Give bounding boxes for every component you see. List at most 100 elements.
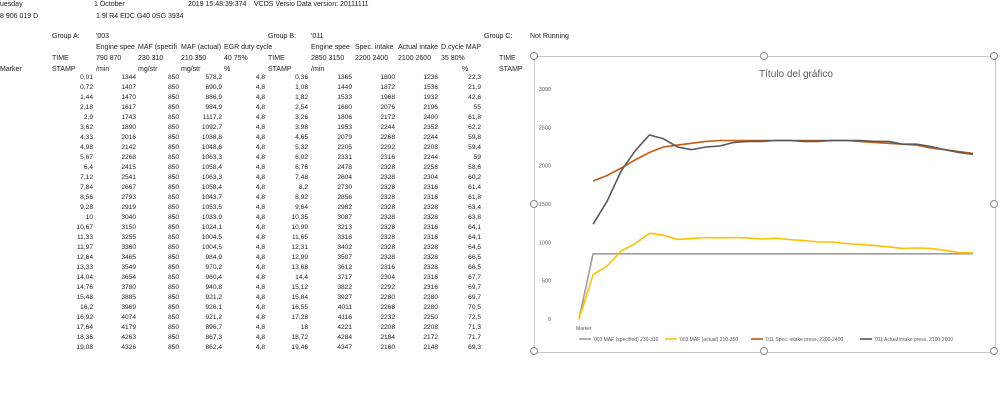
table-cell[interactable]: 7,84 — [80, 184, 93, 191]
table-cell[interactable]: 4263 — [121, 334, 136, 341]
table-cell[interactable]: 15,12 — [291, 284, 308, 291]
table-cell[interactable]: 4074 — [121, 314, 136, 321]
table-cell[interactable]: 2316 — [423, 224, 438, 231]
table-cell[interactable]: 4,8 — [255, 134, 265, 141]
table-cell[interactable]: 2196 — [423, 104, 438, 111]
table-cell[interactable]: 1536 — [423, 84, 438, 91]
table-cell[interactable]: 3885 — [121, 294, 136, 301]
table-cell[interactable]: 940,8 — [205, 284, 222, 291]
table-cell[interactable]: 55 — [473, 104, 481, 111]
table-cell[interactable]: 1968 — [380, 94, 395, 101]
table-cell[interactable]: 2232 — [380, 314, 395, 321]
table-cell[interactable]: 850 — [167, 74, 179, 81]
table-cell[interactable]: 2604 — [337, 174, 352, 181]
table-cell[interactable]: 2328 — [380, 214, 395, 221]
table-cell[interactable]: 8,2 — [298, 184, 308, 191]
table-cell[interactable]: 61,4 — [468, 184, 481, 191]
table-cell[interactable]: 9,28 — [80, 204, 93, 211]
table-cell[interactable]: 2292 — [380, 144, 395, 151]
table-cell[interactable]: 16,2 — [80, 304, 93, 311]
table-cell[interactable]: 1063,3 — [201, 154, 222, 161]
table-cell[interactable]: 2304 — [380, 274, 395, 281]
table-cell[interactable]: 11,97 — [76, 244, 93, 251]
table-cell[interactable]: 2328 — [423, 264, 438, 271]
table-cell[interactable]: 2331 — [337, 154, 352, 161]
table-cell[interactable]: 3150 — [121, 224, 136, 231]
table-cell[interactable]: 867,3 — [205, 334, 222, 341]
table-cell[interactable]: 2328 — [423, 214, 438, 221]
table-cell[interactable]: 2316 — [380, 154, 395, 161]
table-cell[interactable]: 4,8 — [255, 204, 265, 211]
table-cell[interactable]: 3507 — [337, 254, 352, 261]
table-cell[interactable]: 984,9 — [205, 104, 222, 111]
table-cell[interactable]: 3654 — [121, 274, 136, 281]
table-cell[interactable]: 19,46 — [291, 344, 308, 351]
table-cell[interactable]: 14,04 — [76, 274, 93, 281]
table-cell[interactable]: 2256 — [423, 164, 438, 171]
table-cell[interactable]: 2304 — [423, 174, 438, 181]
table-cell[interactable]: 61,8 — [468, 194, 481, 201]
table-cell[interactable]: 4,8 — [255, 164, 265, 171]
table-cell[interactable]: 2292 — [380, 284, 395, 291]
table-cell[interactable]: 850 — [167, 154, 179, 161]
table-cell[interactable]: 7,48 — [295, 174, 308, 181]
table-cell[interactable]: 14,4 — [295, 274, 308, 281]
table-cell[interactable]: 2076 — [380, 104, 395, 111]
table-cell[interactable]: 4,8 — [255, 274, 265, 281]
table-cell[interactable]: 4221 — [337, 324, 352, 331]
table-cell[interactable]: 4,8 — [255, 284, 265, 291]
table-cell[interactable]: 4,8 — [255, 144, 265, 151]
table-cell[interactable]: 2244 — [423, 134, 438, 141]
table-cell[interactable]: 61,8 — [468, 114, 481, 121]
table-cell[interactable]: 4,8 — [255, 344, 265, 351]
table-cell[interactable]: 3255 — [121, 234, 136, 241]
table-cell[interactable]: 1365 — [337, 74, 352, 81]
table-cell[interactable]: 850 — [167, 214, 179, 221]
table-cell[interactable]: 2160 — [380, 344, 395, 351]
table-cell[interactable]: 14,76 — [76, 284, 93, 291]
table-cell[interactable]: 4,8 — [255, 234, 265, 241]
table-cell[interactable]: 4284 — [337, 334, 352, 341]
table-cell[interactable]: 1344 — [121, 74, 136, 81]
table-cell[interactable]: 2280 — [423, 304, 438, 311]
table-cell[interactable]: 21,9 — [468, 84, 481, 91]
table-cell[interactable]: 4,98 — [80, 144, 93, 151]
table-cell[interactable]: 2172 — [423, 334, 438, 341]
table-cell[interactable]: 1800 — [380, 74, 395, 81]
chart-resize-handle-bc[interactable] — [760, 347, 768, 355]
table-cell[interactable]: 850 — [167, 184, 179, 191]
table-cell[interactable]: 850 — [167, 294, 179, 301]
table-cell[interactable]: 4,8 — [255, 224, 265, 231]
table-cell[interactable]: 2328 — [380, 194, 395, 201]
table-cell[interactable]: 921,2 — [205, 294, 222, 301]
table-cell[interactable]: 4011 — [337, 304, 352, 311]
table-cell[interactable]: 850 — [167, 284, 179, 291]
table-cell[interactable]: 9,64 — [295, 204, 308, 211]
table-cell[interactable]: 22,3 — [468, 74, 481, 81]
table-cell[interactable]: 3549 — [121, 264, 136, 271]
table-cell[interactable]: 15,48 — [76, 294, 93, 301]
table-cell[interactable]: 17,28 — [291, 314, 308, 321]
table-cell[interactable]: 0,72 — [80, 84, 93, 91]
table-cell[interactable]: 850 — [167, 344, 179, 351]
table-cell[interactable]: 2,9 — [83, 114, 93, 121]
table-cell[interactable]: 2730 — [337, 184, 352, 191]
table-cell[interactable]: 1680 — [337, 104, 352, 111]
table-cell[interactable]: 17,64 — [76, 324, 93, 331]
table-cell[interactable]: 3213 — [337, 224, 352, 231]
table-cell[interactable]: 1048,6 — [201, 144, 222, 151]
table-cell[interactable]: 67,7 — [468, 274, 481, 281]
table-cell[interactable]: 2208 — [380, 324, 395, 331]
table-cell[interactable]: 1953 — [337, 124, 352, 131]
table-cell[interactable]: 984,9 — [205, 254, 222, 261]
table-cell[interactable]: 2352 — [423, 124, 438, 131]
table-cell[interactable]: 4179 — [121, 324, 136, 331]
table-cell[interactable]: 850 — [167, 204, 179, 211]
table-cell[interactable]: 850 — [167, 174, 179, 181]
table-cell[interactable]: 63,8 — [468, 214, 481, 221]
table-cell[interactable]: 2415 — [121, 164, 136, 171]
table-cell[interactable]: 4116 — [337, 314, 352, 321]
table-cell[interactable]: 2,54 — [295, 104, 308, 111]
table-cell[interactable]: 3717 — [337, 274, 352, 281]
table-cell[interactable]: 970,2 — [205, 264, 222, 271]
